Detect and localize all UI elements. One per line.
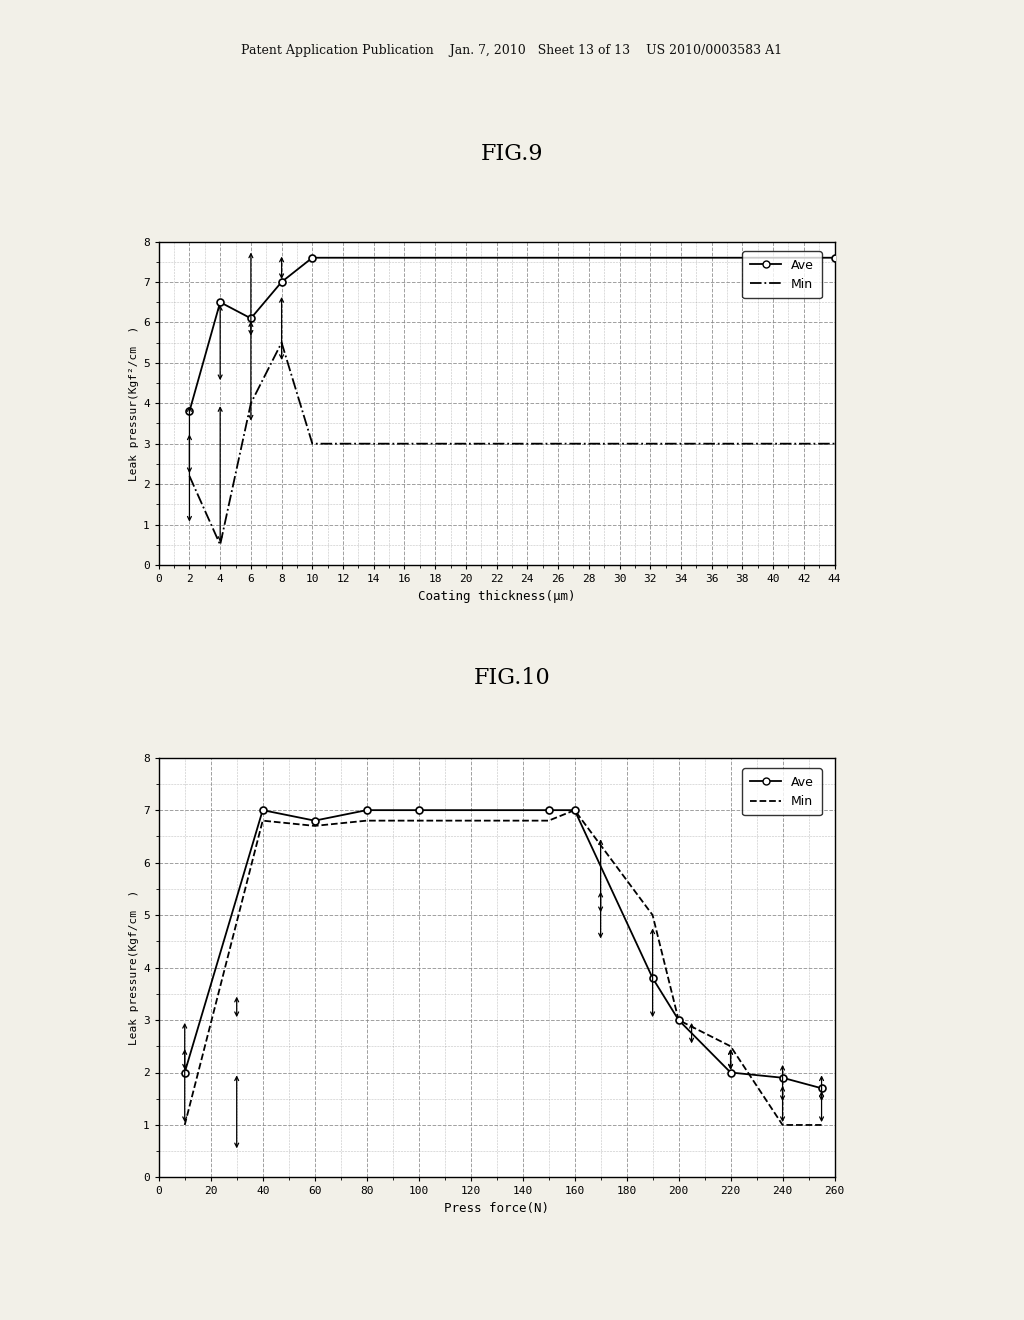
X-axis label: Coating thickness(μm): Coating thickness(μm) [418, 590, 575, 602]
X-axis label: Press force(N): Press force(N) [444, 1203, 549, 1214]
Legend: Ave, Min: Ave, Min [742, 768, 821, 816]
Y-axis label: Leak pressur(Kgf²/cm  ): Leak pressur(Kgf²/cm ) [129, 326, 139, 480]
Text: FIG.10: FIG.10 [474, 667, 550, 689]
Legend: Ave, Min: Ave, Min [742, 251, 821, 298]
Y-axis label: Leak pressure(Kgf/cm  ): Leak pressure(Kgf/cm ) [129, 890, 139, 1045]
Text: Patent Application Publication    Jan. 7, 2010   Sheet 13 of 13    US 2010/00035: Patent Application Publication Jan. 7, 2… [242, 44, 782, 57]
Text: FIG.9: FIG.9 [480, 143, 544, 165]
